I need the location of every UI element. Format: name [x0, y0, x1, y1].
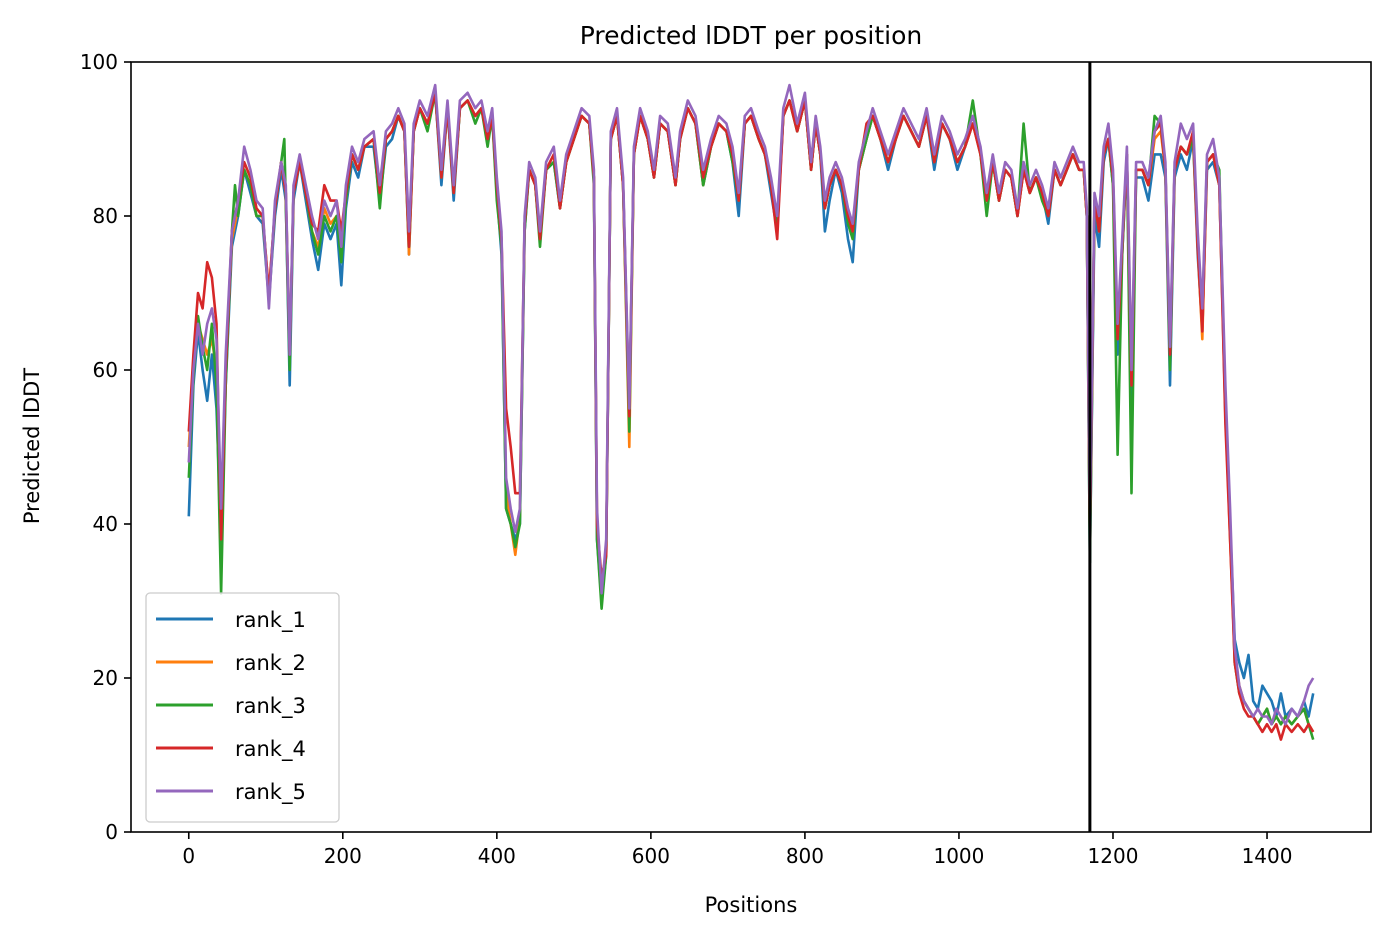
series-line-rank_4: [187, 91, 1315, 741]
chart-title: Predicted lDDT per position: [580, 21, 922, 50]
x-tick-label: 1200: [1088, 844, 1139, 868]
y-tick-label: 0: [105, 820, 118, 844]
legend-label-rank_3: rank_3: [235, 694, 306, 719]
y-tick-label: 100: [80, 50, 118, 74]
y-tick-label: 60: [93, 358, 118, 382]
x-axis-title: Positions: [705, 893, 798, 917]
series-line-rank_5: [187, 83, 1315, 726]
x-tick-label: 600: [632, 844, 670, 868]
y-tick-label: 80: [93, 204, 118, 228]
y-tick-label: 40: [93, 512, 118, 536]
legend-label-rank_4: rank_4: [235, 737, 306, 762]
x-tick-label: 400: [478, 844, 516, 868]
x-tick-label: 1400: [1242, 844, 1293, 868]
legend-label-rank_5: rank_5: [235, 780, 306, 805]
legend-label-rank_1: rank_1: [235, 608, 306, 633]
x-tick-label: 800: [786, 844, 824, 868]
y-axis-title: Predicted lDDT: [20, 368, 44, 524]
legend-box: [145, 592, 340, 823]
x-tick-label: 0: [182, 844, 195, 868]
series-line-rank_1: [187, 91, 1315, 718]
plot-frame: [130, 61, 1372, 833]
x-tick-label: 1000: [933, 844, 984, 868]
series-group: [187, 83, 1315, 741]
y-tick-label: 20: [93, 666, 118, 690]
x-tick-label: 200: [324, 844, 362, 868]
plot-area: 0 200 400 600 800 1000 1200 1400 0 20 40 60 80 100: [80, 50, 1372, 868]
chart-legend: rank_1 rank_2 rank_3 rank_4 rank_5: [145, 592, 340, 823]
legend-label-rank_2: rank_2: [235, 651, 306, 676]
